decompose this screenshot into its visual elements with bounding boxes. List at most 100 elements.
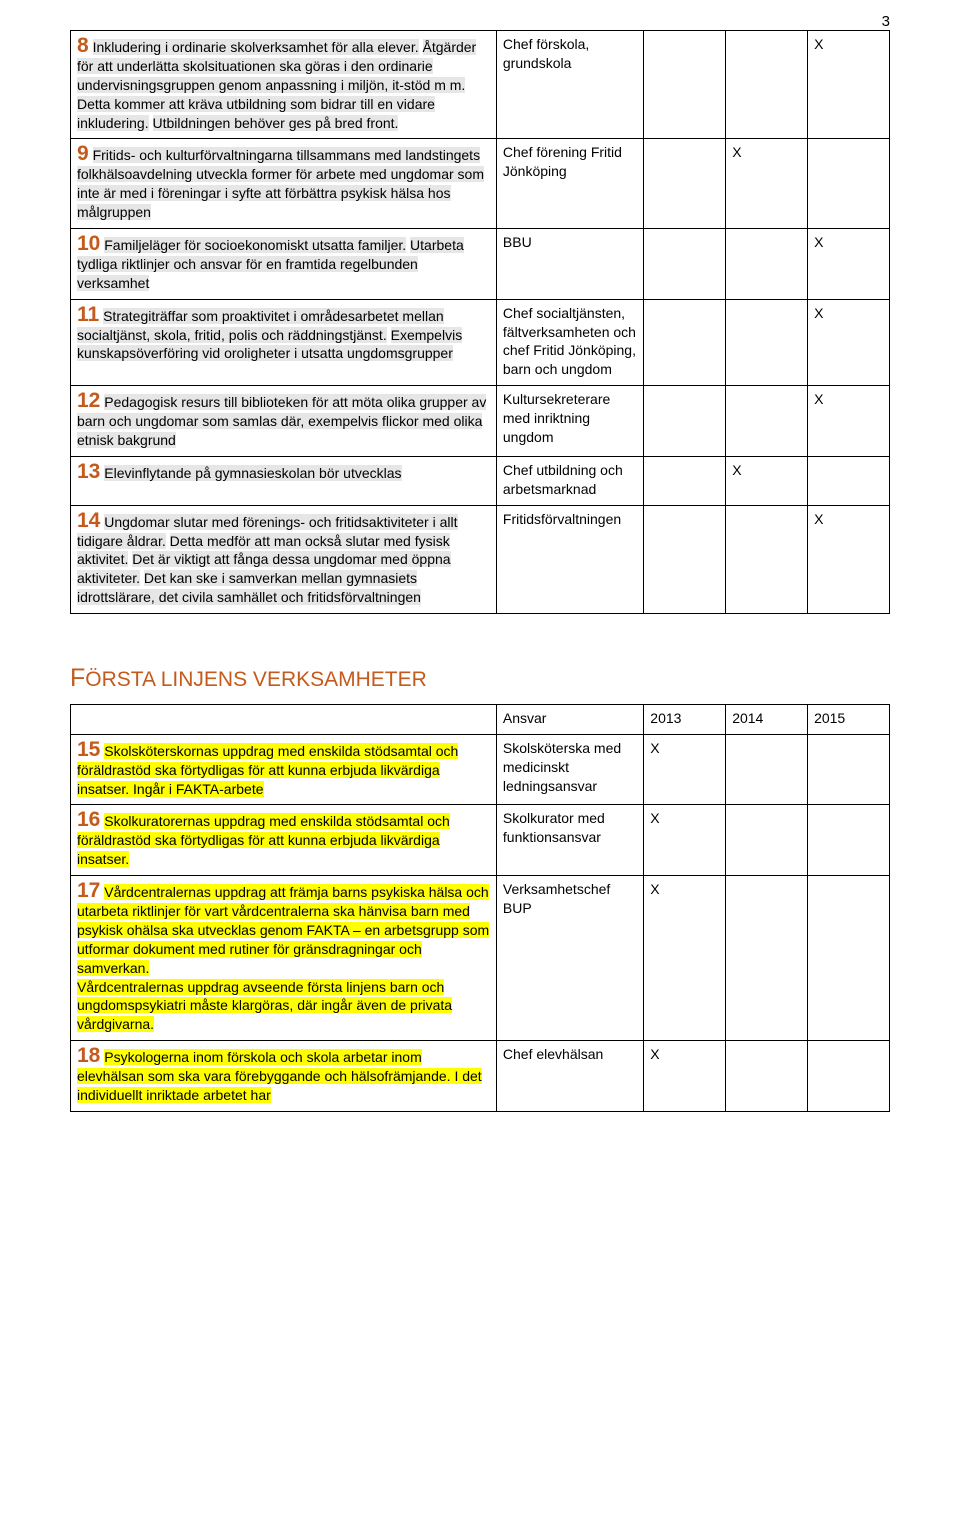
year-cell (726, 299, 808, 386)
header-2014: 2014 (726, 704, 808, 734)
page-number: 3 (882, 12, 890, 32)
activities-table-2: Ansvar 2013 2014 2015 15 Skolsköterskorn… (70, 704, 890, 1112)
row-number: 11 (77, 303, 99, 326)
row-number: 16 (77, 808, 100, 831)
row-number: 13 (77, 460, 100, 483)
year-cell: X (726, 456, 808, 505)
responsible-cell: Verksamhetschef BUP (496, 876, 643, 1041)
responsible-cell: Skolsköterska med medicinskt ledningsans… (496, 734, 643, 805)
row-number: 9 (77, 142, 89, 165)
year-cell (726, 505, 808, 613)
responsible-cell: BBU (496, 229, 643, 300)
year-cell: X (726, 139, 808, 229)
table-row: 9 Fritids- och kulturförvaltningarna til… (71, 139, 890, 229)
activities-table-1: 8 Inkludering i ordinarie skolverksamhet… (70, 30, 890, 614)
description-text-highlight: Skolsköterskornas uppdrag med enskilda s… (77, 743, 458, 797)
responsible-cell: Kultursekreterare med inriktning ungdom (496, 386, 643, 457)
year-cell: X (644, 734, 726, 805)
year-cell (808, 1041, 890, 1112)
row-number: 18 (77, 1044, 100, 1067)
row-number: 14 (77, 509, 100, 532)
table-row: 14 Ungdomar slutar med förenings- och fr… (71, 505, 890, 613)
table-row: 16 Skolkuratorernas uppdrag med enskilda… (71, 805, 890, 876)
year-cell: X (808, 229, 890, 300)
responsible-cell: Chef socialtjänsten, fältverksamheten oc… (496, 299, 643, 386)
description-cell: 14 Ungdomar slutar med förenings- och fr… (71, 505, 497, 613)
year-cell (726, 876, 808, 1041)
table-row: 13 Elevinflytande på gymnasieskolan bör … (71, 456, 890, 505)
year-cell (726, 229, 808, 300)
description-cell: 13 Elevinflytande på gymnasieskolan bör … (71, 456, 497, 505)
year-cell (726, 805, 808, 876)
description-text: Elevinflytande på gymnasieskolan bör utv… (104, 465, 401, 481)
year-cell: X (644, 876, 726, 1041)
table-row: 11 Strategiträffar som proaktivitet i om… (71, 299, 890, 386)
year-cell (726, 1041, 808, 1112)
year-cell: X (808, 505, 890, 613)
description-text: Utbildningen behöver ges på bred front. (153, 115, 399, 131)
header-empty (71, 704, 497, 734)
description-cell: 8 Inkludering i ordinarie skolverksamhet… (71, 31, 497, 139)
description-cell: 16 Skolkuratorernas uppdrag med enskilda… (71, 805, 497, 876)
year-cell (808, 805, 890, 876)
table-row: 17 Vårdcentralernas uppdrag att främja b… (71, 876, 890, 1041)
header-2013: 2013 (644, 704, 726, 734)
table-row: 15 Skolsköterskornas uppdrag med enskild… (71, 734, 890, 805)
row-number: 17 (77, 879, 100, 902)
description-text: Inkludering i ordinarie skolverksamhet f… (93, 39, 419, 55)
description-cell: 15 Skolsköterskornas uppdrag med enskild… (71, 734, 497, 805)
table-header-row: Ansvar 2013 2014 2015 (71, 704, 890, 734)
description-text: Pedagogisk resurs till biblioteken för a… (77, 394, 486, 448)
year-cell (644, 229, 726, 300)
year-cell (808, 139, 890, 229)
description-text-highlight: Psykologerna inom förskola och skola arb… (77, 1049, 482, 1103)
document-page: 3 8 Inkludering i ordinarie skolverksamh… (0, 0, 960, 1152)
year-cell (808, 734, 890, 805)
description-text: Fritids- och kulturförvaltningarna tills… (77, 147, 484, 220)
description-text: Familjeläger för socioekonomiskt utsatta… (104, 237, 406, 253)
year-cell (644, 456, 726, 505)
table-row: 10 Familjeläger för socioekonomiskt utsa… (71, 229, 890, 300)
table-row: 12 Pedagogisk resurs till biblioteken fö… (71, 386, 890, 457)
year-cell (644, 31, 726, 139)
year-cell (808, 456, 890, 505)
description-cell: 18 Psykologerna inom förskola och skola … (71, 1041, 497, 1112)
responsible-cell: Chef elevhälsan (496, 1041, 643, 1112)
description-cell: 9 Fritids- och kulturförvaltningarna til… (71, 139, 497, 229)
responsible-cell: Fritidsförvaltningen (496, 505, 643, 613)
description-text: Strategiträffar som proaktivitet i områd… (77, 308, 444, 343)
description-text-highlight: Skolkuratorernas uppdrag med enskilda st… (77, 813, 450, 867)
description-cell: 12 Pedagogisk resurs till biblioteken fö… (71, 386, 497, 457)
year-cell: X (644, 805, 726, 876)
year-cell (726, 31, 808, 139)
description-text-highlight: Vårdcentralernas uppdrag att främja barn… (77, 884, 489, 976)
year-cell (644, 505, 726, 613)
year-cell: X (808, 386, 890, 457)
responsible-cell: Chef förskola, grundskola (496, 31, 643, 139)
responsible-cell: Skolkurator med funktionsansvar (496, 805, 643, 876)
row-number: 8 (77, 34, 89, 57)
year-cell (644, 139, 726, 229)
row-number: 15 (77, 738, 100, 761)
responsible-cell: Chef förening Fritid Jönköping (496, 139, 643, 229)
header-ansvar: Ansvar (496, 704, 643, 734)
year-cell (644, 386, 726, 457)
year-cell (644, 299, 726, 386)
row-number: 12 (77, 389, 100, 412)
year-cell: X (644, 1041, 726, 1112)
year-cell (726, 386, 808, 457)
description-cell: 10 Familjeläger för socioekonomiskt utsa… (71, 229, 497, 300)
year-cell (808, 876, 890, 1041)
year-cell (726, 734, 808, 805)
table-row: 8 Inkludering i ordinarie skolverksamhet… (71, 31, 890, 139)
description-cell: 11 Strategiträffar som proaktivitet i om… (71, 299, 497, 386)
description-cell: 17 Vårdcentralernas uppdrag att främja b… (71, 876, 497, 1041)
table-row: 18 Psykologerna inom förskola och skola … (71, 1041, 890, 1112)
description-text-highlight: Vårdcentralernas uppdrag avseende första… (77, 979, 452, 1033)
section-title: FÖRSTA LINJENS VERKSAMHETER (70, 662, 890, 696)
row-number: 10 (77, 232, 100, 255)
responsible-cell: Chef utbildning och arbetsmarknad (496, 456, 643, 505)
year-cell: X (808, 31, 890, 139)
year-cell: X (808, 299, 890, 386)
header-2015: 2015 (808, 704, 890, 734)
